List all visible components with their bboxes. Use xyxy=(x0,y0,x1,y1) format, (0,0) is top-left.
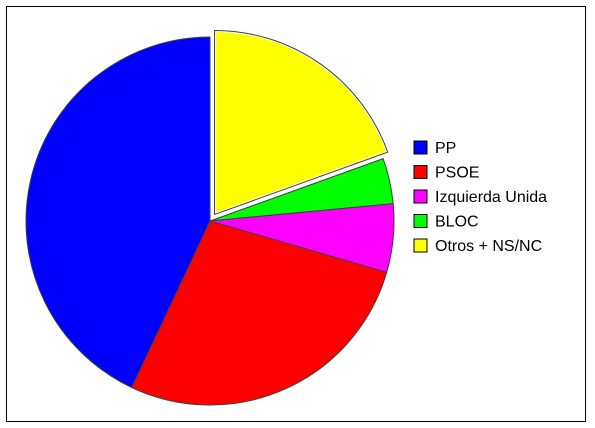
pie-slice-pp xyxy=(25,36,211,389)
legend-swatch-izquierda-unida xyxy=(413,189,428,204)
legend-label-izquierda-unida: Izquierda Unida xyxy=(435,189,547,206)
legend-swatch-psoe xyxy=(413,165,428,179)
legend-swatch-otros-ns-nc xyxy=(413,238,428,253)
pie-slices xyxy=(25,28,395,406)
legend-label-otros-ns-nc: Otros + NS/NC xyxy=(435,238,542,255)
pie-slice-outline xyxy=(214,29,389,216)
legend-label-psoe: PSOE xyxy=(435,165,479,182)
legend-label-pp: PP xyxy=(435,140,456,157)
legend-label-bloc: BLOC xyxy=(435,214,479,231)
pie-slice-psoe xyxy=(130,220,388,406)
legend-swatch-pp xyxy=(413,140,428,155)
legend: PP PSOE Izquierda Unida BLOC Otros + NS/NC xyxy=(413,140,547,255)
legend-swatch-bloc xyxy=(413,214,428,228)
